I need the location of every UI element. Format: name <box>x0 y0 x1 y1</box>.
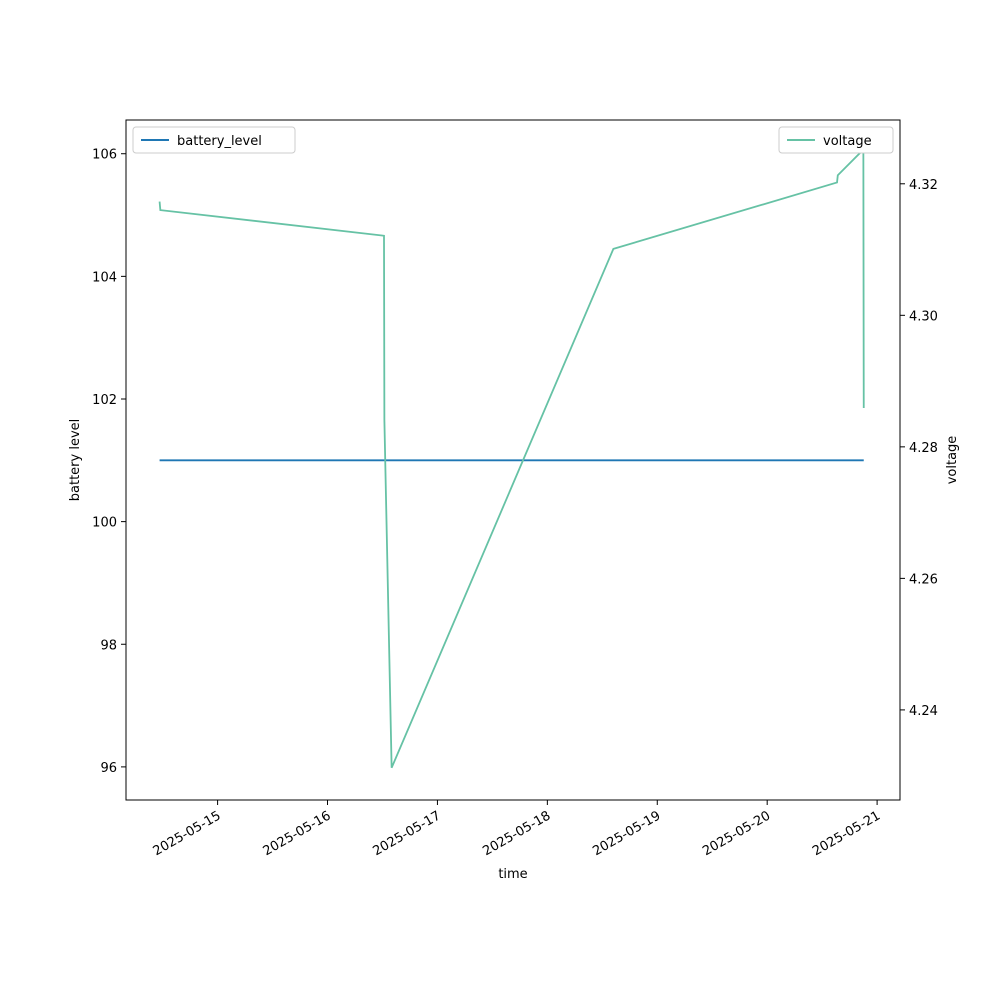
plot-frame <box>125 119 901 801</box>
y2-tick-label: 4.32 <box>909 178 938 193</box>
y2-tick-label: 4.24 <box>909 704 938 719</box>
legend-box <box>132 126 296 154</box>
y-tick-label: 96 <box>100 761 117 776</box>
legend-label: battery_level <box>177 134 262 149</box>
y-tick-label: 106 <box>92 148 117 163</box>
y-tick-label: 100 <box>92 516 117 531</box>
legend-box <box>778 126 894 154</box>
y2-tick-label: 4.28 <box>909 441 938 456</box>
y2-tick-label: 4.26 <box>909 572 938 587</box>
legend-label: voltage <box>823 134 872 149</box>
y2-tick-label: 4.30 <box>909 309 938 324</box>
y-tick-label: 98 <box>100 638 117 653</box>
x-axis-label: time <box>498 867 527 882</box>
y2-axis-label: voltage <box>945 436 960 485</box>
series-line <box>158 147 865 769</box>
y-axis-label: battery level <box>68 419 83 502</box>
y-tick-label: 102 <box>92 393 117 408</box>
y-tick-label: 104 <box>92 270 117 285</box>
